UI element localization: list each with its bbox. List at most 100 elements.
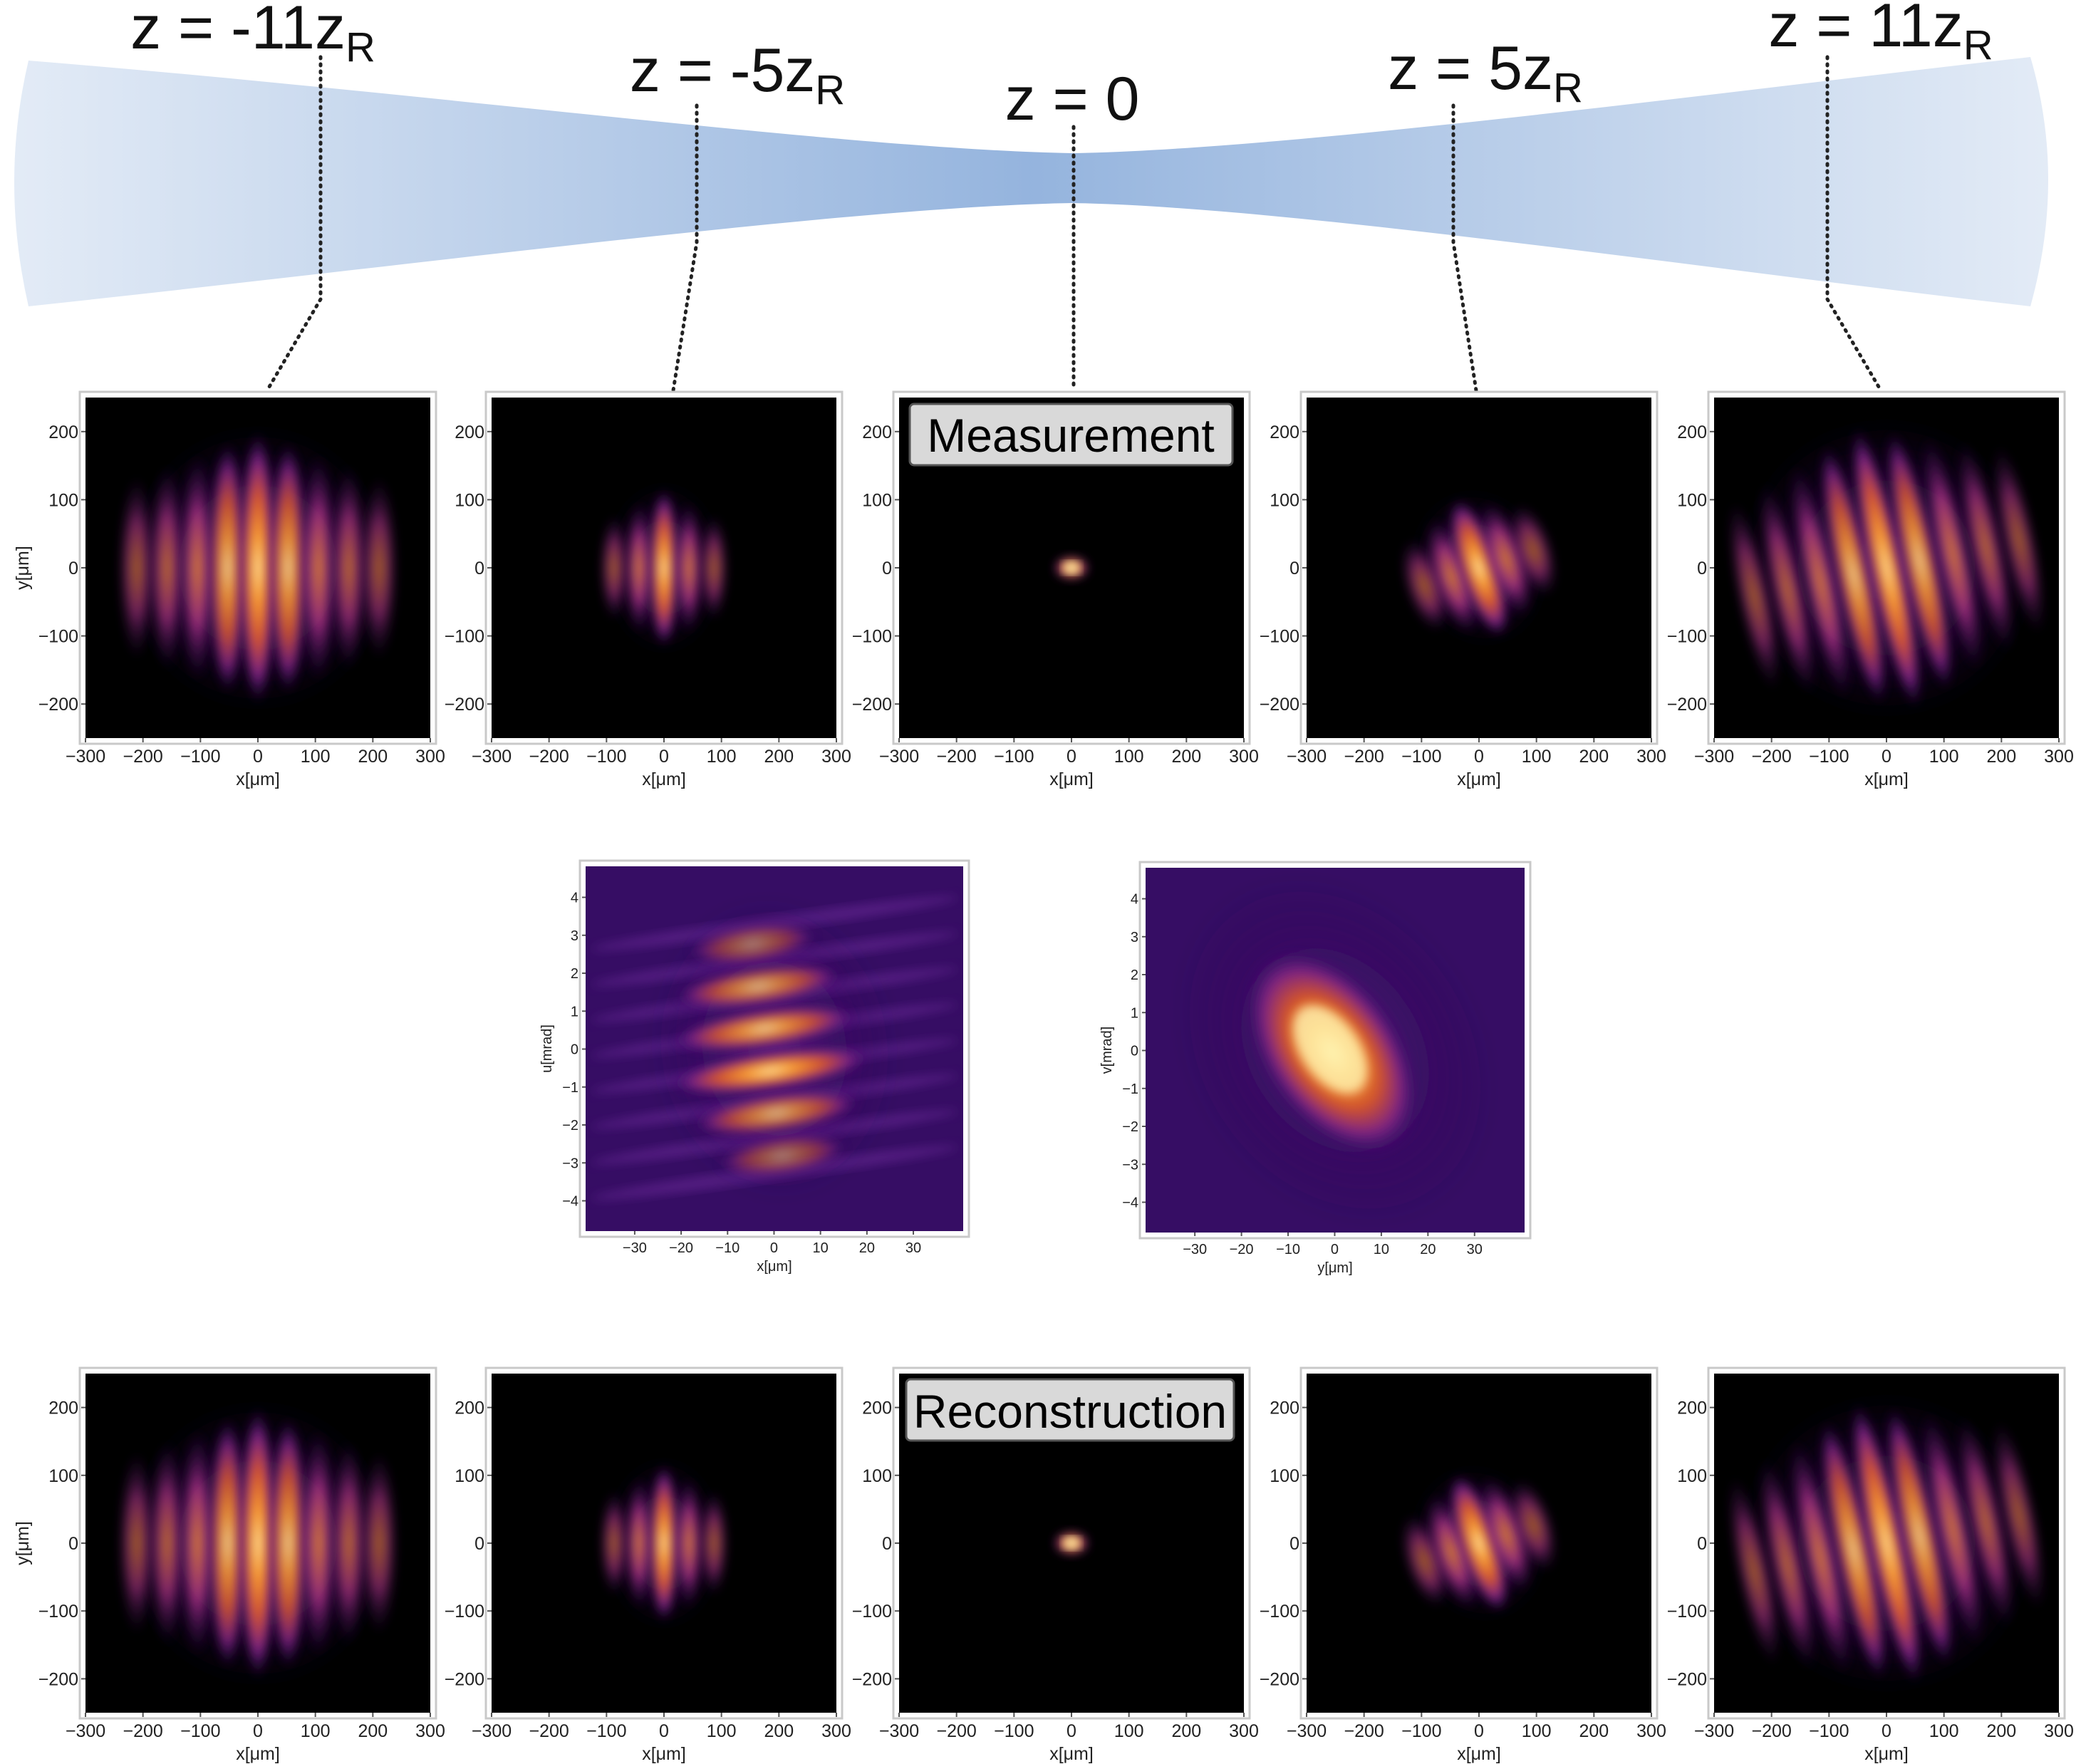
y-tick-label: 200 (48, 1399, 78, 1418)
y-tick-label: 0 (68, 559, 78, 579)
phase-y-tick: 3 (571, 928, 578, 944)
x-tick-label: 300 (1229, 747, 1259, 767)
phase-x-tick: 0 (770, 1240, 778, 1256)
z-label: z = 11zR (1768, 0, 1993, 68)
reconstruction-profile-4: 200 100 0 −100 −200 −300 −200 −100 0 100 200 300 x[μ… (1667, 1366, 2074, 1764)
measurement-profile-0: 200 100 0 −100 −200 −300 −200 −100 0 100 200 300 x[μ… (13, 390, 445, 789)
y-tick-label: −100 (38, 1602, 78, 1622)
x-tick-label: −200 (123, 747, 163, 767)
fringe (600, 1490, 628, 1597)
x-tick-label: 300 (1229, 1721, 1259, 1741)
x-tick-label: −200 (529, 1721, 569, 1741)
y-tick-label: 200 (1270, 422, 1299, 442)
x-tick-label: 0 (1882, 747, 1891, 767)
x-tick-label: 100 (1929, 1721, 1959, 1741)
y-tick-label: −200 (445, 1669, 484, 1689)
y-tick-label: 200 (455, 1399, 484, 1418)
x-tick-label: 0 (1066, 747, 1076, 767)
measurement-label: Measurement (927, 409, 1215, 462)
connector-line (671, 103, 699, 393)
x-tick-label: −200 (1344, 1721, 1384, 1741)
x-tick-label: 100 (1522, 1721, 1552, 1741)
x-tick-label: 0 (1474, 1721, 1484, 1741)
phase-y-tick: 2 (1131, 967, 1138, 983)
phase-y-tick: 1 (571, 1004, 578, 1020)
phase-y-tick: 2 (571, 966, 578, 982)
fringe (1887, 432, 1952, 690)
fringe (1479, 502, 1533, 616)
x-tick-label: 0 (659, 1721, 669, 1741)
y-tick-label: −200 (38, 1669, 78, 1689)
x-tick-label: 300 (1636, 747, 1666, 767)
y-tick-label: −100 (1667, 1602, 1707, 1622)
fringe (179, 454, 216, 682)
x-axis-label: x[μm] (1049, 1744, 1094, 1764)
reconstruction-profile-3: 200 100 0 −100 −200 −300 −200 −100 0 100 200 300 x[μ… (1260, 1366, 1666, 1764)
x-tick-label: −300 (472, 1721, 512, 1741)
phase-fringe (688, 923, 816, 965)
fringe (1728, 1476, 1780, 1666)
y-tick-label: 100 (1677, 490, 1707, 510)
phase-x-label: x[μm] (757, 1259, 792, 1275)
x-tick-label: 100 (1114, 747, 1144, 767)
fringe (1400, 1514, 1449, 1607)
y-axis-label: y[μm] (13, 1521, 33, 1565)
z-position-connectors (265, 55, 1883, 393)
phase-y-tick: −4 (562, 1194, 578, 1210)
x-tick-label: 0 (253, 747, 263, 767)
x-tick-label: −200 (1344, 747, 1384, 767)
phase-x-label: y[μm] (1317, 1260, 1352, 1276)
z-label: z = -11zR (130, 0, 375, 71)
fringe (330, 465, 368, 671)
phase-x-tick: 30 (905, 1240, 921, 1256)
measurement-profile-1: 200 100 0 −100 −200 −300 −200 −100 0 100 200 300 x[μ… (445, 390, 851, 789)
fringe (1759, 1458, 1815, 1671)
phase-x-tick: 10 (813, 1240, 829, 1256)
y-tick-label: −200 (1667, 1669, 1707, 1689)
fringe (330, 1440, 368, 1646)
x-tick-label: −100 (586, 747, 626, 767)
x-tick-label: −100 (1401, 1721, 1441, 1741)
x-tick-label: 100 (301, 1721, 331, 1741)
x-tick-label: 300 (821, 747, 851, 767)
y-tick-label: 200 (1677, 422, 1707, 442)
x-tick-label: 100 (301, 747, 331, 767)
x-tick-label: 200 (1986, 1721, 2016, 1741)
connector-line (265, 55, 323, 393)
y-tick-label: 0 (882, 1534, 892, 1554)
measurement-profile-3: 200 100 0 −100 −200 −300 −200 −100 0 100 200 300 x[μ… (1260, 390, 1666, 789)
x-tick-label: 100 (1114, 1721, 1144, 1741)
fringe (360, 1451, 398, 1636)
y-tick-label: 200 (1270, 1399, 1299, 1418)
x-tick-label: −100 (180, 1721, 220, 1741)
y-tick-label: −100 (38, 627, 78, 647)
y-tick-label: −200 (1260, 1669, 1299, 1689)
phase-fringe (673, 1006, 856, 1052)
phase-y-tick: −3 (1122, 1157, 1138, 1173)
x-tick-label: 0 (253, 1721, 263, 1741)
fringe (239, 432, 276, 703)
y-tick-label: −100 (1260, 1602, 1299, 1622)
x-tick-label: −200 (1752, 747, 1792, 767)
z-label: z = -5zR (630, 36, 845, 113)
x-tick-label: 300 (415, 747, 445, 767)
x-axis-label: x[μm] (1457, 1744, 1501, 1764)
y-tick-label: −200 (445, 695, 484, 715)
y-tick-label: −200 (1667, 695, 1707, 715)
fringe (118, 1451, 155, 1636)
y-tick-label: −200 (852, 1669, 892, 1689)
phase-y-tick: 4 (1131, 892, 1138, 908)
x-tick-label: −100 (994, 1721, 1034, 1741)
x-tick-label: 200 (358, 747, 388, 767)
phase-x-tick: −10 (715, 1240, 739, 1256)
y-tick-label: −100 (852, 627, 892, 647)
y-tick-label: 100 (862, 490, 892, 510)
fringe (360, 475, 398, 660)
fringe (1852, 1404, 1921, 1683)
x-tick-label: 100 (707, 747, 737, 767)
x-axis-label: x[μm] (642, 769, 686, 789)
fringe (1728, 501, 1780, 691)
fringe (209, 443, 246, 692)
y-tick-label: 0 (474, 1534, 484, 1554)
